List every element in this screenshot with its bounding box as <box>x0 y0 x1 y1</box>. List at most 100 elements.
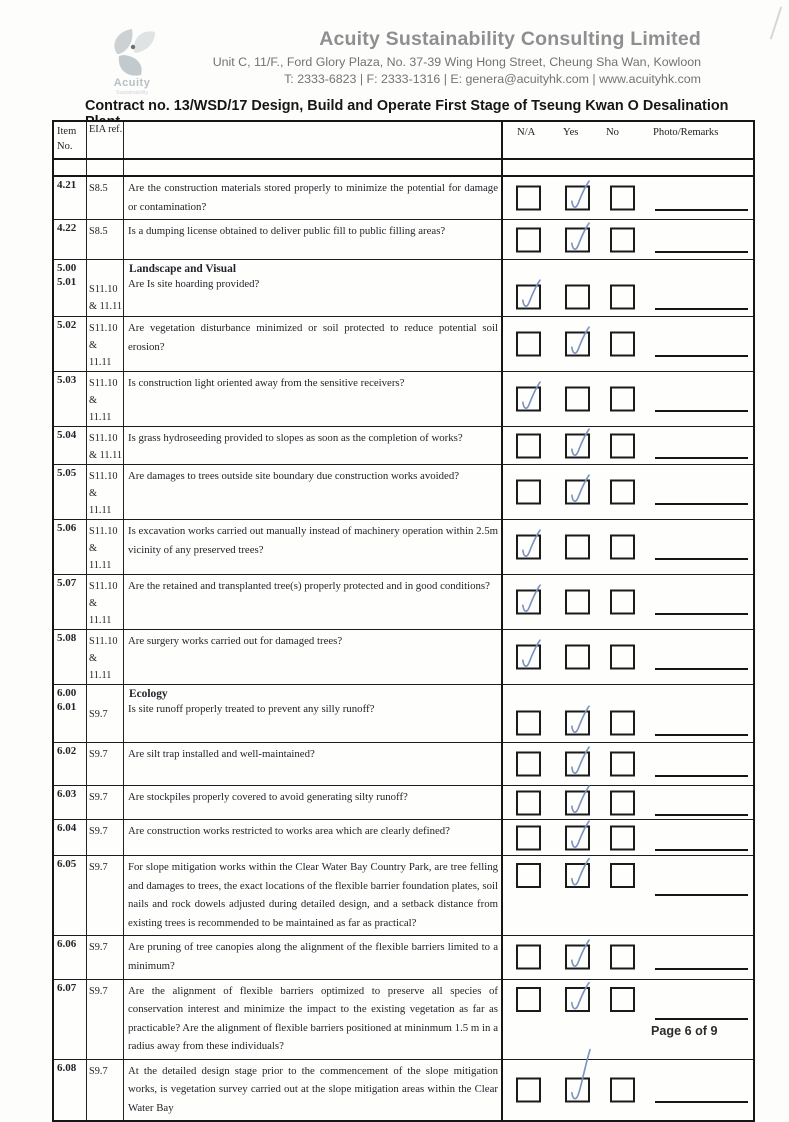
checkmark-icon <box>522 381 541 410</box>
checkbox-na[interactable] <box>516 227 541 253</box>
checks-cell <box>503 1048 753 1121</box>
checkbox-na[interactable] <box>516 751 541 777</box>
table-row: 6.08 S9.7 At the detailed design stage p… <box>54 1048 753 1121</box>
question-text: Is grass hydroseeding provided to slopes… <box>128 432 463 445</box>
table-row: 5.02 S11.10 & 11.11 Are vegetation distu… <box>54 317 753 373</box>
checks-cell <box>503 220 753 259</box>
item-no: 4.21 <box>57 179 77 191</box>
checkbox-yes[interactable] <box>565 180 590 211</box>
item-no: 6.03 <box>57 788 77 801</box>
checkmark-icon <box>571 857 590 886</box>
remarks-line <box>655 775 748 778</box>
checkbox-na[interactable] <box>516 639 541 670</box>
checkbox-no[interactable] <box>610 284 635 310</box>
checkbox-yes[interactable] <box>565 981 590 1012</box>
checkbox-no[interactable] <box>610 986 635 1012</box>
checkmark-icon <box>571 939 590 968</box>
letterhead: Acuity Sustainability Consulting Limited… <box>213 28 701 86</box>
header-no: No <box>606 127 619 138</box>
checkbox-na[interactable] <box>516 710 541 736</box>
checkbox-no[interactable] <box>610 227 635 253</box>
table-row: 6.07 S9.7 Are the alignment of flexible … <box>54 979 753 1060</box>
checkbox-yes[interactable] <box>565 534 590 560</box>
remarks-line <box>655 1017 748 1020</box>
checkbox-yes[interactable] <box>565 474 590 505</box>
checkbox-no[interactable] <box>610 944 635 970</box>
checks-cell <box>503 819 753 855</box>
checkbox-na[interactable] <box>516 331 541 357</box>
checkmark-icon <box>522 639 541 668</box>
checkbox-no[interactable] <box>610 534 635 560</box>
checkbox-yes[interactable] <box>565 589 590 615</box>
checks-cell <box>503 520 753 574</box>
checkbox-na[interactable] <box>516 790 541 816</box>
eia-ref: S8.5 <box>87 177 124 220</box>
checkbox-yes[interactable] <box>565 644 590 670</box>
checkbox-yes[interactable] <box>565 386 590 412</box>
checkbox-no[interactable] <box>610 644 635 670</box>
checkbox-yes[interactable] <box>565 939 590 970</box>
checkbox-na[interactable] <box>516 381 541 412</box>
checkmark-icon <box>571 221 590 250</box>
checkbox-no[interactable] <box>610 790 635 816</box>
checkbox-na[interactable] <box>516 185 541 211</box>
item-no: 5.04 <box>57 429 77 442</box>
checkbox-no[interactable] <box>610 589 635 615</box>
header-question <box>124 122 503 158</box>
item-no: 4.22 <box>57 222 77 235</box>
checkbox-no[interactable] <box>610 825 635 851</box>
checkbox-no[interactable] <box>610 433 635 459</box>
table-row: 6.03 S9.7 Are stockpiles properly covere… <box>54 784 753 821</box>
table-row: 6.06 S9.7 Are pruning of tree canopies a… <box>54 936 753 980</box>
eia-ref: S11.10 & 11.11 <box>87 465 124 520</box>
checkbox-na[interactable] <box>516 944 541 970</box>
checkbox-na[interactable] <box>516 433 541 459</box>
question-text: For slope mitigation works within the Cl… <box>128 861 498 929</box>
checks-cell <box>503 936 753 978</box>
checkbox-yes[interactable] <box>565 704 590 736</box>
checkbox-yes[interactable] <box>565 326 590 357</box>
checkbox-yes[interactable] <box>565 784 590 816</box>
checkbox-na[interactable] <box>516 1077 541 1103</box>
checkbox-yes[interactable] <box>565 857 590 889</box>
checkbox-na[interactable] <box>516 279 541 310</box>
question-text: Are construction works restricted to wor… <box>128 825 450 838</box>
checkbox-no[interactable] <box>610 710 635 736</box>
remarks-line <box>655 209 748 212</box>
question-text: Is excavation works carried out manually… <box>128 525 498 556</box>
checkmark-icon <box>522 279 541 308</box>
question-text: Are vegetation disturbance minimized or … <box>128 322 498 353</box>
remarks-line <box>655 410 748 413</box>
checkbox-yes[interactable] <box>565 1048 591 1103</box>
checks-cell <box>503 980 753 1059</box>
checkbox-yes[interactable] <box>565 746 590 777</box>
item-no: 6.06 <box>57 938 77 951</box>
checks-cell <box>503 260 753 316</box>
checkbox-no[interactable] <box>610 1077 635 1103</box>
checkbox-yes[interactable] <box>565 427 590 459</box>
checkbox-yes[interactable] <box>565 284 590 310</box>
header-photo-remarks: Photo/Remarks <box>653 127 719 138</box>
checkbox-na[interactable] <box>516 986 541 1012</box>
table-row: 5.03 S11.10 & 11.11 Is construction ligh… <box>54 372 753 428</box>
checkbox-no[interactable] <box>610 863 635 889</box>
eia-ref: S9.7 <box>87 820 124 856</box>
checkbox-no[interactable] <box>610 185 635 211</box>
table-row: 5.08 S11.10 & 11.11 Are surgery works ca… <box>54 630 753 686</box>
checkbox-no[interactable] <box>610 751 635 777</box>
checkbox-no[interactable] <box>610 479 635 505</box>
remarks-line <box>655 1101 748 1104</box>
checkbox-yes[interactable] <box>565 221 590 253</box>
eia-ref: S9.7 <box>87 786 124 820</box>
checkbox-no[interactable] <box>610 331 635 357</box>
question-text: Are surgery works carried out for damage… <box>128 635 343 648</box>
eia-ref: S9.7 <box>87 936 124 979</box>
checkbox-no[interactable] <box>610 386 635 412</box>
checkbox-na[interactable] <box>516 479 541 505</box>
checkmark-icon <box>522 529 541 558</box>
checkbox-yes[interactable] <box>565 819 590 851</box>
checkbox-na[interactable] <box>516 863 541 889</box>
checkbox-na[interactable] <box>516 529 541 560</box>
checkbox-na[interactable] <box>516 584 541 615</box>
checkbox-na[interactable] <box>516 825 541 851</box>
